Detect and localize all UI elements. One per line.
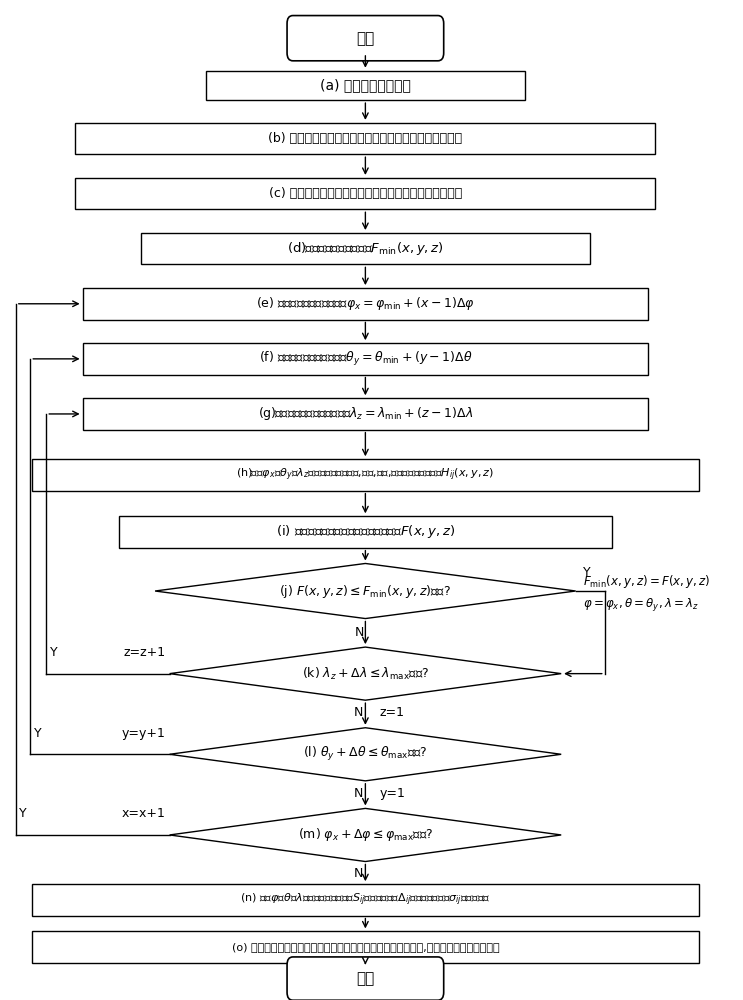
Text: x=x+1: x=x+1 [122, 807, 166, 820]
FancyBboxPatch shape [287, 957, 444, 1000]
Text: (b) 计算产品大纲中所有鈢种和厚度规格的平均屈服强度: (b) 计算产品大纲中所有鈢种和厚度规格的平均屈服强度 [268, 132, 462, 145]
Bar [82, 398, 648, 430]
Text: (i) 计算带鈢边部毛刺高度控制目标函数$F(x,y,z)$: (i) 计算带鈢边部毛刺高度控制目标函数$F(x,y,z)$ [276, 523, 455, 540]
Polygon shape [155, 563, 576, 619]
Text: z=z+1: z=z+1 [124, 646, 166, 659]
Bar [75, 123, 655, 154]
Text: 开始: 开始 [356, 31, 374, 46]
Polygon shape [169, 647, 561, 700]
Text: N: N [355, 626, 364, 639]
Polygon shape [169, 728, 561, 781]
Bar [75, 178, 655, 209]
Text: (e) 计算重叠量鈢种影响系数$\varphi_x=\varphi_{\min}+(x-1)\Delta\varphi$: (e) 计算重叠量鈢种影响系数$\varphi_x=\varphi_{\min}… [256, 295, 475, 312]
Bar [32, 884, 699, 916]
Text: (l) $\theta_y+\Delta\theta\leq\theta_{\max}$成立?: (l) $\theta_y+\Delta\theta\leq\theta_{\m… [303, 745, 428, 763]
Text: y=1: y=1 [380, 787, 406, 800]
Text: (h)根据$\varphi_x$、$\theta_y$和$\lambda_z$设定圆盘剪工艺参数,切边,取样,测量并记录毛刺高度$H_{ij}$$(x,y,z): (h)根据$\varphi_x$、$\theta_y$和$\lambda_z$设… [236, 467, 494, 483]
Polygon shape [169, 808, 561, 862]
Text: Y: Y [583, 566, 591, 579]
Text: Y: Y [19, 807, 27, 820]
Bar [140, 233, 590, 264]
FancyBboxPatch shape [287, 16, 444, 61]
Text: N: N [354, 706, 363, 719]
Bar [119, 516, 612, 548]
Text: (f) 计算间隙量鈢种影响系数$\theta_y=\theta_{\min}+(y-1)\Delta\theta$: (f) 计算间隙量鈢种影响系数$\theta_y=\theta_{\min}+(… [259, 350, 473, 368]
Text: $F_{\min}(x,y,z)=F(x,y,z)$: $F_{\min}(x,y,z)=F(x,y,z)$ [583, 573, 710, 590]
Bar [206, 71, 525, 100]
Bar [82, 343, 648, 375]
Text: y=y+1: y=y+1 [122, 727, 166, 740]
Text: (g)计算剪切张力鈢种影响系数$\lambda_z=\lambda_{\min}+(z-1)\Delta\lambda$: (g)计算剪切张力鈢种影响系数$\lambda_z=\lambda_{\min}… [258, 405, 473, 422]
Text: (n) 输出$\varphi$、$\theta$、$\lambda$，圆盘剪最优重叠量$S_{ij}$、最优间隙量$\Delta_{ij}$和最优剪切张力$\s: (n) 输出$\varphi$、$\theta$、$\lambda$，圆盘剪最优… [240, 892, 490, 908]
Text: N: N [354, 867, 363, 880]
Text: z=1: z=1 [380, 706, 405, 719]
Bar [32, 459, 699, 491]
Text: $\varphi=\varphi_x,\theta=\theta_y,\lambda=\lambda_z$: $\varphi=\varphi_x,\theta=\theta_y,\lamb… [583, 596, 699, 613]
Text: (a) 收集现场工艺参数: (a) 收集现场工艺参数 [320, 78, 411, 92]
Text: Y: Y [34, 727, 42, 740]
Text: (c) 重叠量、间隙量和剪切张力相关参数的定义和初始化: (c) 重叠量、间隙量和剪切张力相关参数的定义和初始化 [269, 187, 462, 200]
Text: (o) 根据最优设定公式设定圆盘剪的重叠量、间隙量和剪切张力,实现带鈢边部毛刺的控制: (o) 根据最优设定公式设定圆盘剪的重叠量、间隙量和剪切张力,实现带鈢边部毛刺的… [232, 942, 499, 952]
Text: (j) $F(x,y,z)\leq F_{\min}(x,y,z)$成立?: (j) $F(x,y,z)\leq F_{\min}(x,y,z)$成立? [279, 583, 451, 600]
Text: 结束: 结束 [356, 971, 374, 986]
Bar [82, 288, 648, 320]
Text: Y: Y [50, 646, 57, 659]
Bar [32, 931, 699, 963]
Text: N: N [354, 787, 363, 800]
Text: (m) $\varphi_x+\Delta\varphi\leq\varphi_{\max}$成立?: (m) $\varphi_x+\Delta\varphi\leq\varphi_… [298, 826, 433, 843]
Text: (k) $\lambda_z+\Delta\lambda\leq\lambda_{\max}$成立?: (k) $\lambda_z+\Delta\lambda\leq\lambda_… [302, 666, 429, 682]
Text: (d)初始化目标函数最小値$F_{\min}$$(x,y,z)$: (d)初始化目标函数最小値$F_{\min}$$(x,y,z)$ [287, 240, 444, 257]
